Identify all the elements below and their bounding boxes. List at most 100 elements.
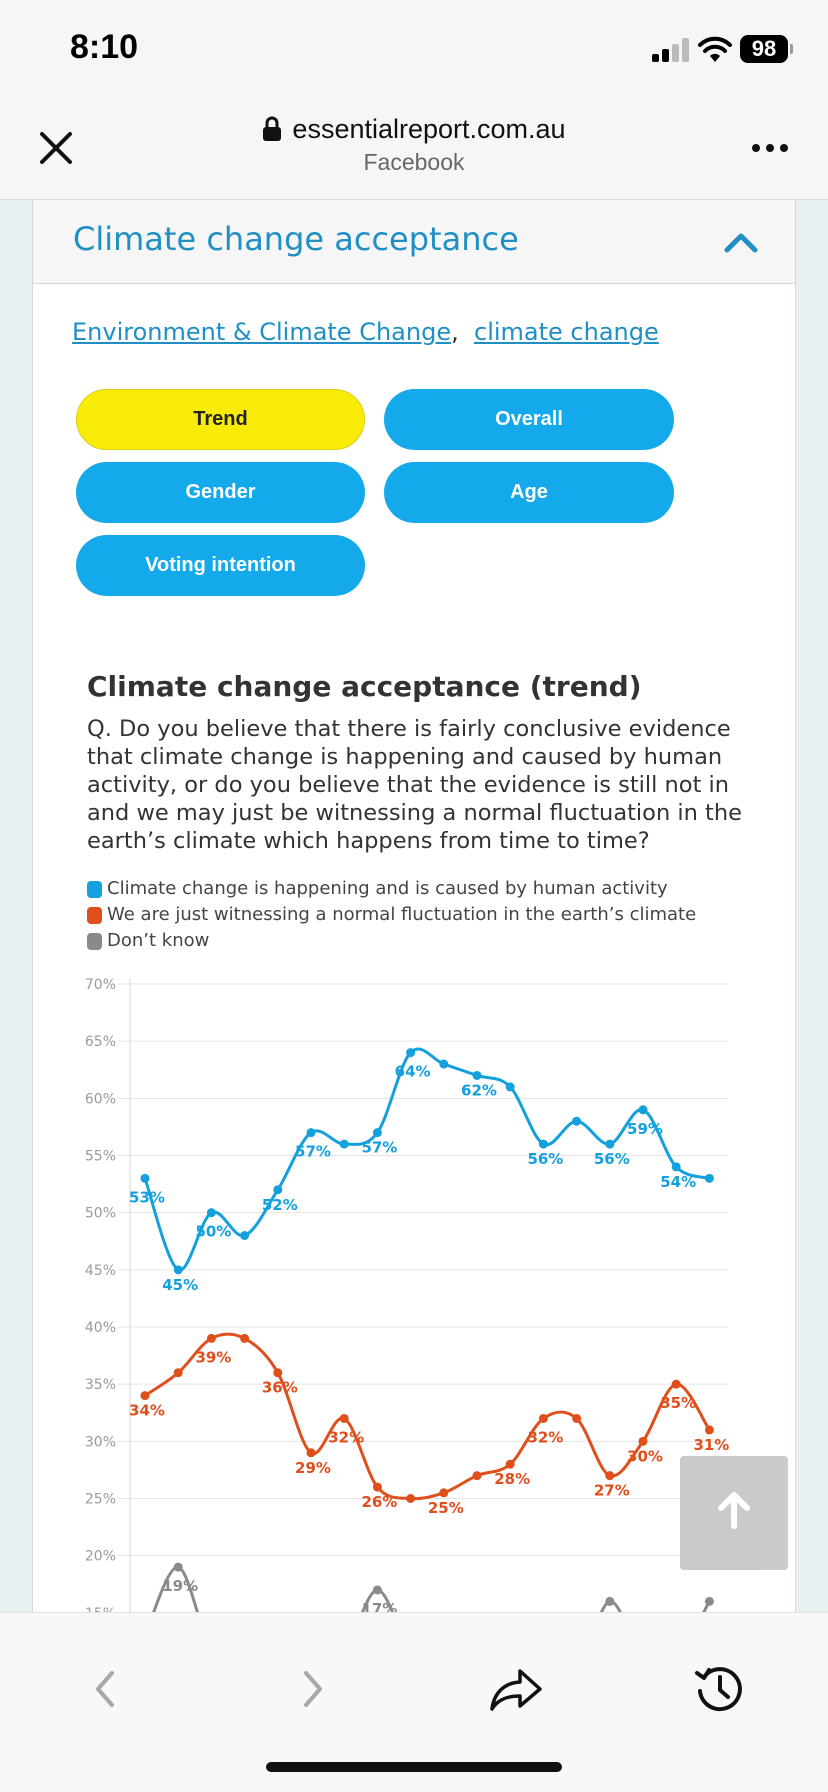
data-point — [206, 1208, 216, 1218]
y-tick-label: 30% — [85, 1434, 116, 1450]
legend-swatch-red — [87, 907, 102, 924]
legend-label: We are just witnessing a normal fluctuat… — [107, 904, 697, 925]
data-label: 59% — [627, 1120, 663, 1138]
data-point — [638, 1436, 648, 1446]
legend-item-human-activity[interactable]: Climate change is happening and is cause… — [87, 876, 696, 902]
data-label: 53% — [129, 1188, 165, 1206]
data-label: 25% — [428, 1499, 464, 1517]
data-point — [472, 1070, 482, 1080]
legend-item-normal-fluctuation[interactable]: We are just witnessing a normal fluctuat… — [87, 902, 696, 928]
data-label: 26% — [361, 1493, 397, 1511]
survey-question: Q. Do you believe that there is fairly c… — [87, 716, 742, 854]
data-label: 39% — [195, 1348, 231, 1366]
clock: 8:10 — [70, 28, 139, 66]
data-label: 35% — [660, 1394, 696, 1412]
address-display[interactable]: essentialreport.com.au Facebook — [0, 114, 828, 176]
legend-swatch-blue — [87, 881, 102, 898]
trend-line-chart: 70%65%60%55%50%45%40%35%30%25%20%15%10%5… — [85, 977, 729, 1612]
data-point — [173, 1562, 183, 1572]
data-point — [372, 1128, 382, 1138]
data-point — [240, 1333, 250, 1343]
more-icon[interactable] — [752, 142, 792, 156]
tab-overall[interactable]: Overall — [384, 389, 674, 450]
lock-icon — [263, 116, 282, 141]
data-point — [240, 1231, 250, 1241]
data-point — [273, 1368, 283, 1378]
data-point — [671, 1162, 681, 1172]
data-label: 17% — [361, 1600, 397, 1612]
scroll-to-top-button[interactable] — [680, 1456, 788, 1570]
data-label: 52% — [262, 1196, 298, 1214]
tab-age[interactable]: Age — [384, 462, 674, 523]
data-point — [306, 1448, 316, 1458]
data-label: 16% — [693, 1611, 729, 1612]
series-line-2 — [152, 1565, 711, 1612]
source-text: Facebook — [363, 149, 465, 175]
y-tick-label: 15% — [85, 1606, 116, 1612]
battery-nub — [790, 44, 793, 54]
data-point — [406, 1494, 416, 1503]
tab-voting-intention[interactable]: Voting intention — [76, 535, 365, 596]
y-tick-label: 65% — [85, 1034, 116, 1050]
data-point — [439, 1488, 449, 1498]
data-point — [704, 1173, 714, 1183]
legend-label: Don’t know — [107, 930, 210, 951]
y-tick-label: 25% — [85, 1492, 116, 1508]
data-point — [372, 1482, 382, 1492]
data-point — [671, 1379, 681, 1389]
data-label: 56% — [527, 1150, 563, 1168]
data-point — [306, 1128, 316, 1138]
history-icon[interactable] — [692, 1661, 748, 1717]
accordion-header[interactable]: Climate change acceptance — [32, 200, 796, 284]
tag-link-environment[interactable]: Environment & Climate Change — [72, 318, 452, 346]
section-title: Climate change acceptance — [73, 220, 519, 258]
data-label: 32% — [527, 1428, 563, 1446]
chevron-up-icon[interactable] — [719, 224, 763, 260]
legend-label: Climate change is happening and is cause… — [107, 878, 668, 899]
data-label: 29% — [295, 1459, 331, 1477]
legend-item-dont-know[interactable]: Don’t know — [87, 928, 696, 954]
data-label: 57% — [295, 1143, 331, 1161]
data-point — [273, 1185, 283, 1195]
y-tick-label: 50% — [85, 1206, 116, 1222]
home-indicator — [266, 1762, 562, 1772]
chevron-right-icon[interactable] — [284, 1661, 340, 1717]
tag-links: Environment & Climate Change, climate ch… — [72, 318, 659, 346]
data-label: 50% — [195, 1223, 231, 1241]
data-point — [173, 1368, 183, 1378]
data-point — [704, 1425, 714, 1435]
chevron-left-icon[interactable] — [78, 1661, 134, 1717]
y-tick-label: 60% — [85, 1091, 116, 1107]
tag-link-climate-change[interactable]: climate change — [474, 318, 659, 346]
data-point — [372, 1585, 382, 1595]
cellular-signal-icon — [652, 38, 689, 62]
data-label: 34% — [129, 1402, 165, 1420]
data-point — [505, 1082, 515, 1092]
data-point — [538, 1413, 548, 1423]
data-label: 31% — [693, 1436, 729, 1454]
y-tick-label: 55% — [85, 1149, 116, 1165]
tab-trend[interactable]: Trend — [76, 389, 365, 450]
data-label: 27% — [594, 1482, 630, 1500]
close-icon[interactable] — [30, 122, 82, 174]
data-label: 30% — [627, 1447, 663, 1465]
chart-legend: Climate change is happening and is cause… — [87, 876, 696, 954]
data-label: 28% — [494, 1470, 530, 1488]
chart-heading: Climate change acceptance (trend) — [87, 670, 642, 703]
data-point — [605, 1139, 615, 1149]
data-point — [173, 1265, 183, 1275]
tab-gender[interactable]: Gender — [76, 462, 365, 523]
data-label: 54% — [660, 1173, 696, 1191]
data-point — [605, 1471, 615, 1481]
data-point — [638, 1105, 648, 1115]
data-point — [704, 1596, 714, 1606]
data-label: 16% — [594, 1611, 630, 1612]
domain-text: essentialreport.com.au — [292, 114, 566, 144]
y-tick-label: 20% — [85, 1549, 116, 1565]
wifi-icon — [698, 36, 732, 62]
share-icon[interactable] — [488, 1661, 544, 1717]
y-tick-label: 35% — [85, 1377, 116, 1393]
data-point — [605, 1596, 615, 1606]
y-tick-label: 40% — [85, 1320, 116, 1336]
y-tick-label: 70% — [85, 977, 116, 993]
